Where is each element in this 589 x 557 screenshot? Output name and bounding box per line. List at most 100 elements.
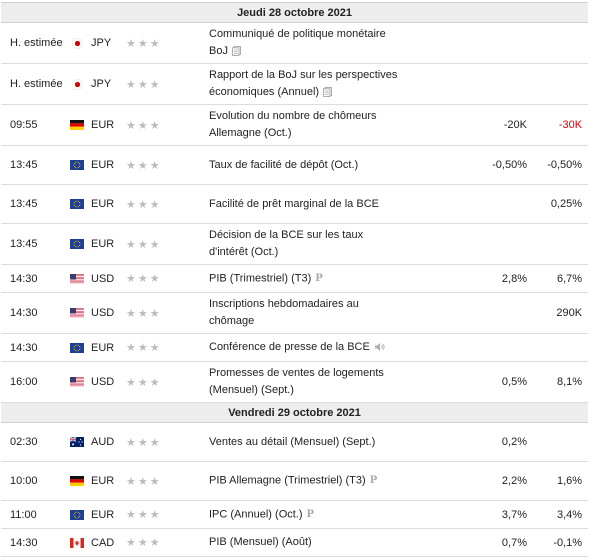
- event-title-text[interactable]: Promesses de ventes de logements (Mensue…: [209, 367, 384, 396]
- event-row[interactable]: 09:55 EUR ★★★ Evolution du nombre de chômeu…: [1, 104, 589, 146]
- event-time: 14:30: [1, 333, 66, 362]
- event-title[interactable]: PIB Allemagne (Trimestriel) (T3) P: [209, 461, 399, 501]
- event-forecast: [467, 22, 535, 64]
- importance-stars: ★★★: [126, 184, 209, 224]
- event-forecast: 2,8%: [467, 264, 535, 293]
- event-currency: USD: [88, 264, 126, 293]
- event-currency: JPY: [88, 22, 126, 64]
- event-title[interactable]: Inscriptions hebdomadaires au chômage: [209, 292, 399, 334]
- star-rating-icon: ★★★: [126, 159, 162, 172]
- event-title-text[interactable]: Inscriptions hebdomadaires au chômage: [209, 298, 359, 327]
- event-row[interactable]: 16:00 USD ★★★ Promesses de ventes de logeme…: [1, 361, 589, 403]
- event-time: H. estimée: [1, 63, 66, 105]
- event-title-text[interactable]: Taux de facilité de dépôt (Oct.): [209, 158, 359, 171]
- event-actual: [399, 104, 467, 146]
- event-row[interactable]: 11:00 EUR ★★★ IPC (Annuel) (Oct.) P 3,7% 3,4%: [1, 500, 589, 529]
- country-flag: [66, 22, 88, 64]
- event-title-text[interactable]: Ventes au détail (Mensuel) (Sept.): [209, 435, 376, 448]
- importance-stars: ★★★: [126, 223, 209, 265]
- event-previous: 3,4%: [535, 500, 589, 529]
- event-forecast: 0,5%: [467, 361, 535, 403]
- de-flag-icon: [70, 120, 84, 131]
- event-row[interactable]: 10:00 EUR ★★★ PIB Allemagne (Trimestriel) (…: [1, 461, 589, 501]
- event-title[interactable]: Evolution du nombre de chômeurs Allemagn…: [209, 104, 399, 146]
- event-title[interactable]: Rapport de la BoJ sur les perspectives é…: [209, 63, 399, 105]
- country-flag: [66, 528, 88, 557]
- event-actual: [399, 333, 467, 362]
- event-title-text[interactable]: Facilité de prêt marginal de la BCE: [209, 197, 379, 210]
- event-title-text[interactable]: PIB (Mensuel) (Août): [209, 536, 312, 548]
- event-currency: EUR: [88, 223, 126, 265]
- event-title[interactable]: Facilité de prêt marginal de la BCE: [209, 184, 399, 224]
- event-row[interactable]: H. estimée JPY ★★★ Rapport de la BoJ sur le…: [1, 63, 589, 105]
- event-previous: [535, 22, 589, 64]
- us-flag-icon: [70, 377, 84, 388]
- importance-stars: ★★★: [126, 145, 209, 185]
- event-time: 11:00: [1, 500, 66, 529]
- event-time: 16:00: [1, 361, 66, 403]
- country-flag: [66, 223, 88, 265]
- jp-flag-icon: [71, 78, 83, 90]
- event-actual: [399, 145, 467, 185]
- event-row[interactable]: 14:30 EUR ★★★ Conférence de presse de la BC…: [1, 333, 589, 362]
- document-icon[interactable]: [323, 87, 332, 97]
- ca-flag-icon: [70, 537, 84, 548]
- event-row[interactable]: 13:45 EUR ★★★ Taux de facilité de dépôt (Oc…: [1, 145, 589, 185]
- event-row[interactable]: 14:30 USD ★★★ PIB (Trimestriel) (T3) P 2,8% 6,…: [1, 264, 589, 293]
- preliminary-icon[interactable]: P: [306, 508, 315, 520]
- event-previous: 6,7%: [535, 264, 589, 293]
- event-row[interactable]: 13:45 EUR ★★★ Facilité de prêt marginal de …: [1, 184, 589, 224]
- us-flag-icon: [70, 273, 84, 284]
- country-flag: [66, 104, 88, 146]
- day-header: Jeudi 28 octobre 2021: [1, 2, 589, 23]
- importance-stars: ★★★: [126, 333, 209, 362]
- event-title[interactable]: Promesses de ventes de logements (Mensue…: [209, 361, 399, 403]
- event-actual: [399, 223, 467, 265]
- event-row[interactable]: 14:30 CAD ★★★ PIB (Mensuel) (Août) 0,7% -0,1%: [1, 528, 589, 557]
- preliminary-icon[interactable]: P: [369, 475, 378, 487]
- event-title[interactable]: PIB (Mensuel) (Août): [209, 528, 399, 557]
- event-title[interactable]: PIB (Trimestriel) (T3) P: [209, 264, 399, 293]
- event-title[interactable]: Ventes au détail (Mensuel) (Sept.): [209, 422, 399, 462]
- country-flag: [66, 63, 88, 105]
- importance-stars: ★★★: [126, 528, 209, 557]
- event-actual: [399, 264, 467, 293]
- event-title-text[interactable]: Evolution du nombre de chômeurs Allemagn…: [209, 110, 377, 139]
- event-title-text[interactable]: Communiqué de politique monétaire BoJ: [209, 28, 386, 57]
- event-title-text[interactable]: PIB Allemagne (Trimestriel) (T3): [209, 474, 366, 487]
- document-icon[interactable]: [232, 46, 241, 56]
- event-title[interactable]: IPC (Annuel) (Oct.) P: [209, 500, 399, 529]
- event-title[interactable]: Communiqué de politique monétaire BoJ: [209, 22, 399, 64]
- speaker-icon[interactable]: [374, 342, 386, 352]
- star-rating-icon: ★★★: [126, 238, 162, 251]
- event-row[interactable]: 02:30 AUD ★★★ Ventes au détail (Mensuel) (S…: [1, 422, 589, 462]
- event-row[interactable]: 14:30 USD ★★★ Inscriptions hebdomadaires au…: [1, 292, 589, 334]
- importance-stars: ★★★: [126, 461, 209, 501]
- event-row[interactable]: 13:45 EUR ★★★ Décision de la BCE sur les ta…: [1, 223, 589, 265]
- event-actual: [399, 361, 467, 403]
- event-time: 09:55: [1, 104, 66, 146]
- event-previous: [535, 63, 589, 105]
- day-header-row: Vendredi 29 octobre 2021: [1, 402, 589, 423]
- importance-stars: ★★★: [126, 500, 209, 529]
- event-title-text[interactable]: Décision de la BCE sur les taux d'intérê…: [209, 229, 364, 258]
- event-title[interactable]: Conférence de presse de la BCE: [209, 333, 399, 362]
- event-actual: [399, 422, 467, 462]
- event-row[interactable]: H. estimée JPY ★★★ Communiqué de politique …: [1, 22, 589, 64]
- star-rating-icon: ★★★: [126, 436, 162, 449]
- event-title-text[interactable]: IPC (Annuel) (Oct.): [209, 508, 303, 521]
- event-title[interactable]: Taux de facilité de dépôt (Oct.): [209, 145, 399, 185]
- event-currency: AUD: [88, 422, 126, 462]
- country-flag: [66, 145, 88, 185]
- star-rating-icon: ★★★: [126, 198, 162, 211]
- event-currency: EUR: [88, 104, 126, 146]
- country-flag: [66, 361, 88, 403]
- star-rating-icon: ★★★: [126, 273, 162, 285]
- event-title-text[interactable]: PIB (Trimestriel) (T3): [209, 272, 312, 285]
- preliminary-icon[interactable]: P: [315, 272, 323, 284]
- event-actual: [399, 461, 467, 501]
- event-title-text[interactable]: Rapport de la BoJ sur les perspectives é…: [209, 69, 398, 98]
- event-title-text[interactable]: Conférence de presse de la BCE: [209, 341, 370, 353]
- event-title[interactable]: Décision de la BCE sur les taux d'intérê…: [209, 223, 399, 265]
